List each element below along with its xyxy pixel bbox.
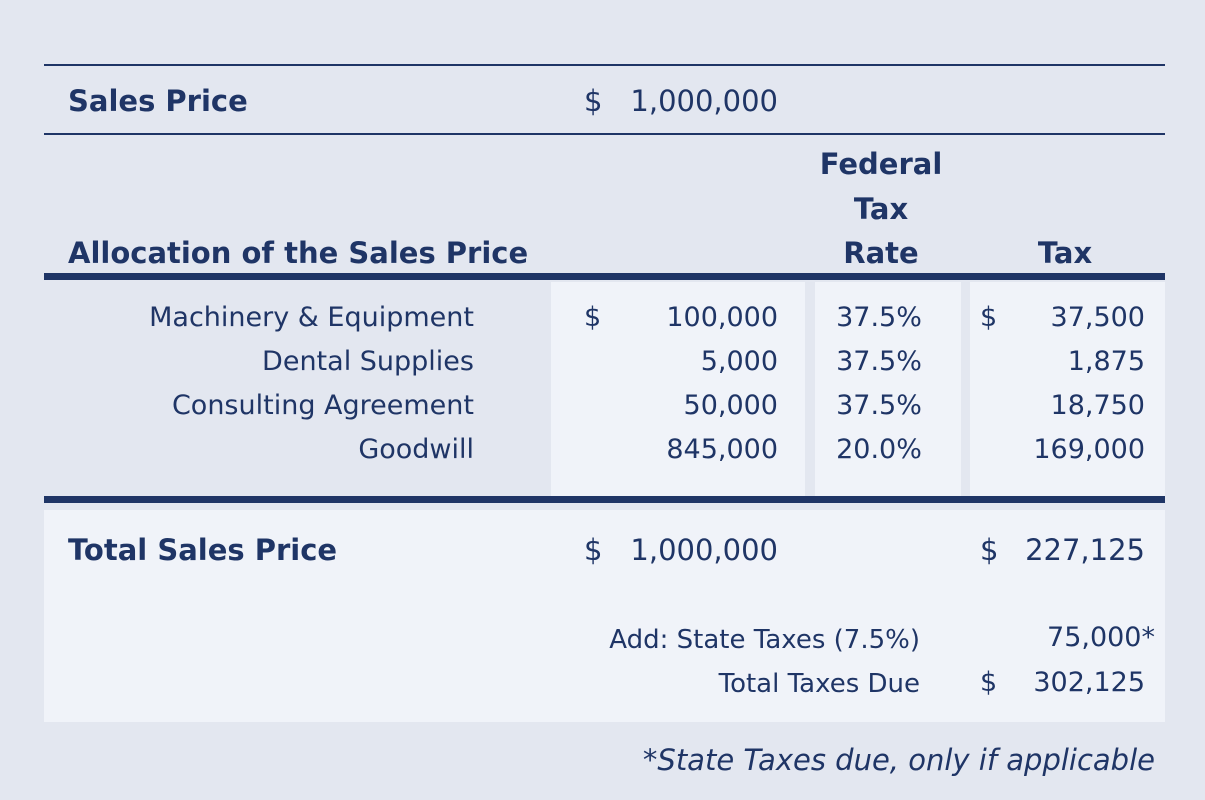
top-rule — [44, 64, 1165, 66]
row-tax-currency: $ — [980, 302, 998, 333]
footnote: *State Taxes due, only if applicable — [642, 743, 1155, 777]
state-taxes-label: Add: State Taxes (7.5%) — [609, 625, 920, 655]
tax-column-panel — [970, 282, 1165, 496]
rate-header-line1: Federal — [819, 147, 943, 181]
row-tax: 1,875 — [1067, 346, 1145, 377]
body-rule — [44, 496, 1165, 503]
sales-price-value: 1,000,000 — [630, 84, 778, 118]
row-amount: 845,000 — [666, 434, 778, 465]
sales-price-currency: $ — [584, 84, 603, 118]
total-amount: 1,000,000 — [630, 533, 778, 567]
row-currency: $ — [584, 302, 602, 333]
allocation-header: Allocation of the Sales Price — [68, 236, 529, 270]
row-amount: 5,000 — [700, 346, 778, 377]
row-rate: 20.0% — [836, 434, 922, 465]
tax-header: Tax — [1037, 236, 1093, 270]
sales-price-label: Sales Price — [68, 84, 248, 118]
row-tax: 18,750 — [1050, 390, 1145, 421]
amount-column-panel — [551, 282, 805, 496]
row-tax: 169,000 — [1033, 434, 1145, 465]
total-label: Total Sales Price — [68, 533, 338, 567]
row-rate: 37.5% — [836, 302, 922, 333]
total-taxes-currency: $ — [980, 667, 998, 698]
row-label: Dental Supplies — [262, 346, 474, 377]
total-taxes-value: 302,125 — [1033, 667, 1145, 698]
rate-header-line3: Rate — [843, 236, 919, 270]
row-label: Consulting Agreement — [171, 390, 474, 421]
total-tax: 227,125 — [1025, 533, 1145, 567]
row-rate: 37.5% — [836, 346, 922, 377]
total-currency: $ — [584, 533, 603, 567]
row-rate: 37.5% — [836, 390, 922, 421]
total-tax-currency: $ — [980, 533, 999, 567]
row-label: Machinery & Equipment — [149, 302, 474, 333]
state-taxes-value: 75,000* — [1047, 622, 1155, 653]
header-rule — [44, 273, 1165, 280]
total-taxes-label: Total Taxes Due — [718, 669, 920, 699]
row-label: Goodwill — [358, 434, 474, 465]
totals-panel — [44, 510, 1165, 722]
sales-price-rule — [44, 133, 1165, 135]
row-amount: 50,000 — [683, 390, 778, 421]
rate-header-line2: Tax — [853, 192, 909, 226]
row-amount: 100,000 — [666, 302, 778, 333]
row-tax: 37,500 — [1050, 302, 1145, 333]
rate-column-panel — [815, 282, 961, 496]
